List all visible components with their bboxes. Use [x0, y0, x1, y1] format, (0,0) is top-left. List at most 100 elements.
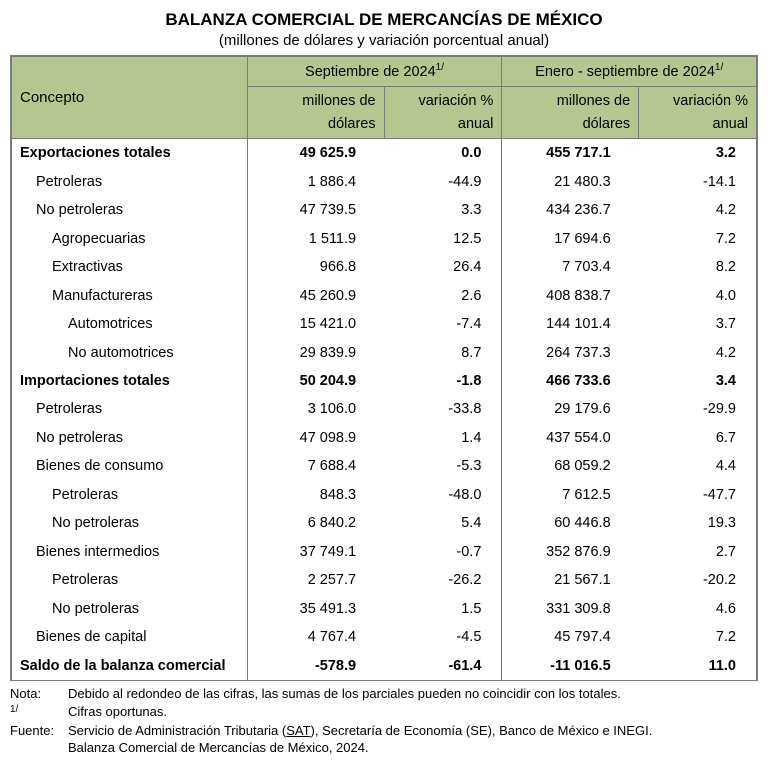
row-m1: 3 106.0 [247, 395, 384, 423]
row-v2: -29.9 [639, 395, 757, 423]
row-m1: 47 739.5 [247, 196, 384, 224]
row-v1: -0.7 [384, 538, 502, 566]
row-v1: -44.9 [384, 168, 502, 196]
row-label: Automotrices [12, 310, 248, 338]
note-sup-label: 1/ [10, 703, 68, 722]
header-mill-1: millones de dólares [247, 87, 384, 139]
row-m1: 848.3 [247, 481, 384, 509]
row-m2: 352 876.9 [502, 538, 639, 566]
row-v2: 6.7 [639, 424, 757, 452]
row-m2: 408 838.7 [502, 282, 639, 310]
row-v1: 1.4 [384, 424, 502, 452]
header-concept: Concepto [12, 57, 248, 139]
row-v2: 4.2 [639, 196, 757, 224]
row-v1: -48.0 [384, 481, 502, 509]
table-row: Manufactureras45 260.92.6408 838.74.0 [12, 282, 757, 310]
row-m2: 264 737.3 [502, 339, 639, 367]
row-v1: 8.7 [384, 339, 502, 367]
row-m1: 966.8 [247, 253, 384, 281]
row-label: No petroleras [12, 509, 248, 537]
row-label: Petroleras [12, 566, 248, 594]
table-row: Bienes de capital4 767.4-4.545 797.47.2 [12, 623, 757, 651]
row-m1: 35 491.3 [247, 595, 384, 623]
row-v2: -47.7 [639, 481, 757, 509]
row-v2: 4.6 [639, 595, 757, 623]
note-sup-text: Cifras oportunas. [68, 703, 758, 722]
table-wrapper: Concepto Septiembre de 20241/ Enero - se… [10, 55, 758, 681]
header-mill-2: millones de dólares [502, 87, 639, 139]
table-row: Petroleras848.3-48.07 612.5-47.7 [12, 481, 757, 509]
row-v1: 2.6 [384, 282, 502, 310]
row-v2: -20.2 [639, 566, 757, 594]
row-v2: 7.2 [639, 225, 757, 253]
table-row: Automotrices15 421.0-7.4144 101.43.7 [12, 310, 757, 338]
table-header: Concepto Septiembre de 20241/ Enero - se… [12, 57, 757, 139]
row-m2: 466 733.6 [502, 367, 639, 395]
row-v2: 4.0 [639, 282, 757, 310]
row-v1: -7.4 [384, 310, 502, 338]
row-m1: -578.9 [247, 652, 384, 680]
table-title: BALANZA COMERCIAL DE MERCANCÍAS DE MÉXIC… [10, 10, 758, 30]
row-v2: 8.2 [639, 253, 757, 281]
table-notes: Nota: Debido al redondeo de las cifras, … [10, 685, 758, 757]
row-v2: 19.3 [639, 509, 757, 537]
row-label: Manufactureras [12, 282, 248, 310]
data-table: Concepto Septiembre de 20241/ Enero - se… [11, 56, 757, 680]
row-m1: 47 098.9 [247, 424, 384, 452]
note-text: Debido al redondeo de las cifras, las su… [68, 685, 758, 703]
row-v2: 7.2 [639, 623, 757, 651]
row-v1: -33.8 [384, 395, 502, 423]
table-row: Petroleras2 257.7-26.221 567.1-20.2 [12, 566, 757, 594]
row-v1: 26.4 [384, 253, 502, 281]
row-m1: 1 511.9 [247, 225, 384, 253]
table-row: No petroleras6 840.25.460 446.819.3 [12, 509, 757, 537]
row-label: Exportaciones totales [12, 139, 248, 168]
table-row: Bienes de consumo7 688.4-5.368 059.24.4 [12, 452, 757, 480]
row-v1: 12.5 [384, 225, 502, 253]
row-m1: 29 839.9 [247, 339, 384, 367]
row-label: Bienes de capital [12, 623, 248, 651]
table-row: Bienes intermedios37 749.1-0.7352 876.92… [12, 538, 757, 566]
table-row: No automotrices29 839.98.7264 737.34.2 [12, 339, 757, 367]
row-v2: 2.7 [639, 538, 757, 566]
row-m2: 17 694.6 [502, 225, 639, 253]
table-row: Extractivas966.826.47 703.48.2 [12, 253, 757, 281]
header-period1: Septiembre de 20241/ [247, 57, 502, 87]
table-row: Exportaciones totales49 625.90.0455 717.… [12, 139, 757, 168]
fuente-label: Fuente: [10, 722, 68, 757]
row-v2: 4.2 [639, 339, 757, 367]
row-m2: -11 016.5 [502, 652, 639, 680]
row-m1: 49 625.9 [247, 139, 384, 168]
header-var-1: variación % anual [384, 87, 502, 139]
table-row: Saldo de la balanza comercial-578.9-61.4… [12, 652, 757, 680]
table-row: Petroleras1 886.4-44.921 480.3-14.1 [12, 168, 757, 196]
row-v2: 4.4 [639, 452, 757, 480]
row-v1: 1.5 [384, 595, 502, 623]
row-m2: 68 059.2 [502, 452, 639, 480]
row-m2: 7 703.4 [502, 253, 639, 281]
row-m1: 7 688.4 [247, 452, 384, 480]
row-m1: 6 840.2 [247, 509, 384, 537]
table-row: No petroleras47 739.53.3434 236.74.2 [12, 196, 757, 224]
row-m1: 1 886.4 [247, 168, 384, 196]
table-row: Importaciones totales50 204.9-1.8466 733… [12, 367, 757, 395]
row-v1: 3.3 [384, 196, 502, 224]
row-m2: 29 179.6 [502, 395, 639, 423]
note-label: Nota: [10, 685, 68, 703]
row-m1: 2 257.7 [247, 566, 384, 594]
row-m1: 50 204.9 [247, 367, 384, 395]
row-label: Saldo de la balanza comercial [12, 652, 248, 680]
row-v1: 5.4 [384, 509, 502, 537]
row-m2: 21 567.1 [502, 566, 639, 594]
row-label: No automotrices [12, 339, 248, 367]
row-v2: -14.1 [639, 168, 757, 196]
row-v2: 3.7 [639, 310, 757, 338]
row-v1: -26.2 [384, 566, 502, 594]
fuente-text: Servicio de Administración Tributaria (S… [68, 722, 758, 757]
row-m2: 434 236.7 [502, 196, 639, 224]
row-label: Bienes de consumo [12, 452, 248, 480]
row-label: Extractivas [12, 253, 248, 281]
row-m2: 60 446.8 [502, 509, 639, 537]
table-body: Exportaciones totales49 625.90.0455 717.… [12, 139, 757, 680]
row-label: Petroleras [12, 395, 248, 423]
